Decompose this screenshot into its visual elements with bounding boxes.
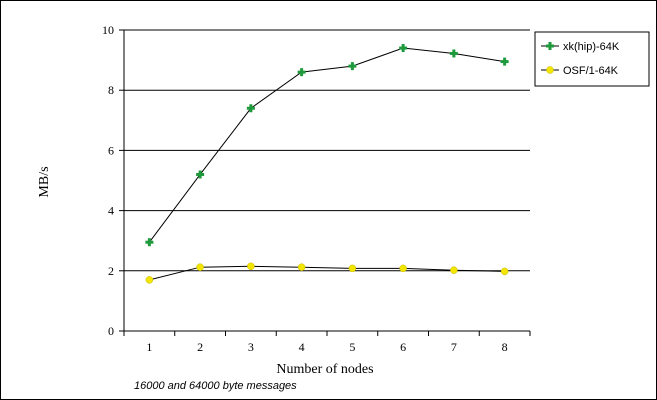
data-point (348, 62, 357, 71)
legend: xk(hip)-64K OSF/1-64K (534, 31, 650, 87)
chart-caption: 16000 and 64000 byte messages (134, 380, 297, 392)
x-tick-labels: 1 2 3 4 5 6 7 8 (146, 340, 507, 354)
data-point (449, 49, 458, 58)
data-point (297, 263, 306, 271)
data-point (450, 266, 458, 274)
y-axis-title: MB/s (37, 166, 52, 197)
data-point (297, 68, 306, 77)
y-tick-label: 2 (108, 264, 114, 278)
x-tick-label: 7 (451, 340, 457, 354)
series-layer (145, 44, 509, 284)
legend-entry: xk(hip)-64K (541, 41, 620, 53)
legend-label: xk(hip)-64K (563, 41, 620, 53)
data-point (247, 262, 255, 271)
axes (119, 29, 531, 336)
y-tick-label: 0 (108, 324, 114, 338)
y-tick-labels: 0 2 4 6 8 10 (102, 23, 114, 338)
legend-marker (546, 42, 554, 50)
data-point (196, 263, 204, 271)
x-tick-label: 3 (248, 340, 254, 354)
y-tick-label: 4 (108, 204, 114, 218)
data-point (500, 57, 509, 66)
x-tick-label: 2 (197, 340, 203, 354)
legend-marker (546, 66, 554, 74)
legend-entry: OSF/1-64K (541, 65, 619, 77)
gridlines (124, 29, 530, 272)
y-tick-label: 6 (108, 143, 114, 157)
series-2 (145, 262, 509, 284)
y-tick-label: 8 (108, 83, 114, 97)
x-tick-label: 8 (502, 340, 508, 354)
legend-box (534, 31, 650, 87)
data-point (145, 238, 154, 247)
legend-items: xk(hip)-64K OSF/1-64K (541, 41, 620, 77)
data-point (196, 170, 205, 179)
data-point (348, 264, 357, 273)
data-point (399, 264, 407, 273)
series-line (149, 265, 505, 281)
series-line (148, 47, 505, 243)
x-axis-title: Number of nodes (276, 362, 373, 377)
data-point (399, 44, 408, 53)
x-tick-label: 1 (146, 340, 152, 354)
series-1 (145, 44, 509, 247)
data-point (145, 276, 154, 284)
x-tick-label: 6 (400, 340, 406, 354)
data-point (246, 104, 255, 113)
x-tick-label: 4 (299, 340, 305, 354)
y-tick-label: 10 (102, 23, 114, 37)
x-tick-label: 5 (349, 340, 355, 354)
data-point (500, 267, 509, 276)
legend-label: OSF/1-64K (563, 65, 619, 77)
